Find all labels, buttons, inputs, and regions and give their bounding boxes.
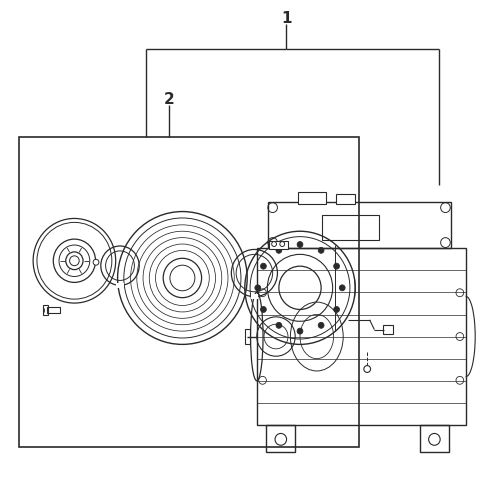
Circle shape — [261, 263, 266, 269]
Bar — [298, 192, 326, 204]
Bar — [269, 241, 288, 249]
Bar — [336, 194, 355, 204]
Circle shape — [318, 322, 324, 328]
Circle shape — [297, 328, 303, 334]
Bar — [19, 137, 359, 447]
Bar — [47, 307, 60, 313]
Bar — [245, 329, 250, 344]
Bar — [383, 325, 393, 334]
Circle shape — [334, 263, 339, 269]
Text: 2: 2 — [164, 92, 175, 107]
Circle shape — [364, 366, 371, 372]
Circle shape — [93, 259, 99, 265]
Circle shape — [280, 242, 285, 246]
Bar — [322, 215, 379, 240]
Circle shape — [272, 242, 276, 246]
Bar — [266, 425, 295, 452]
Circle shape — [255, 285, 261, 291]
Bar — [420, 425, 449, 452]
Bar — [116, 283, 124, 288]
Bar — [251, 294, 258, 299]
Circle shape — [297, 242, 303, 247]
Circle shape — [339, 285, 345, 291]
Bar — [257, 248, 466, 425]
Bar — [268, 202, 451, 248]
Circle shape — [334, 307, 339, 312]
Circle shape — [261, 307, 266, 312]
Text: 1: 1 — [281, 11, 291, 26]
Bar — [43, 305, 48, 315]
Circle shape — [276, 247, 282, 253]
Circle shape — [318, 247, 324, 253]
Circle shape — [276, 322, 282, 328]
